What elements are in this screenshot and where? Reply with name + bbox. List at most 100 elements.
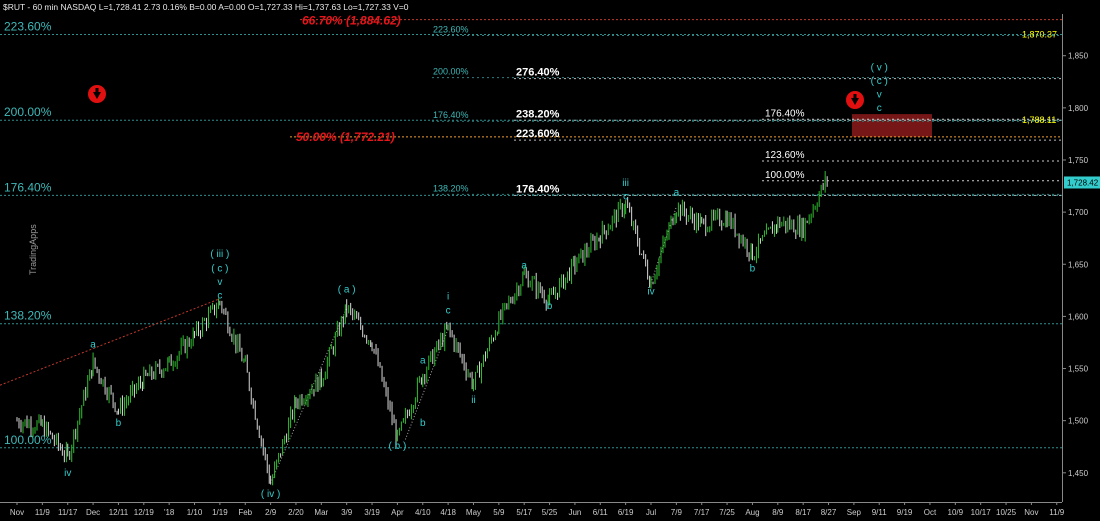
wave-label: ( c ) (211, 264, 228, 275)
fib-white-label: 223.60% (516, 128, 560, 140)
wave-label: ( v ) (871, 62, 888, 73)
fib-sub-label: 200.00% (433, 67, 469, 77)
fib-level-label: 176.40% (4, 180, 52, 194)
x-tick-label: 10/9 (948, 508, 964, 517)
fib-level-label: 100.00% (4, 433, 52, 447)
wave-label: b (750, 264, 756, 275)
wave-label: ( iii ) (210, 249, 229, 260)
fib-sub-label: 176.40% (433, 110, 469, 120)
price-tag: 1,870.37 (1022, 29, 1057, 39)
target-zone (852, 114, 932, 137)
x-tick-label: Sep (847, 508, 862, 517)
x-tick-label: 3/9 (341, 508, 353, 517)
target-zone-layer (852, 114, 932, 137)
fib-right-label: 100.00% (765, 170, 805, 181)
x-tick-label: Jul (646, 508, 656, 517)
chart-header: $RUT - 60 min NASDAQ L=1,728.41 2.73 0.1… (3, 2, 409, 12)
wave-label: ( b ) (389, 441, 407, 452)
wave-label: ( a ) (338, 284, 356, 295)
x-tick-label: 11/17 (58, 508, 78, 517)
fib-lines-layer (0, 19, 1062, 484)
wave-label: c (877, 103, 882, 114)
x-tick-label: Nov (1024, 508, 1038, 517)
wave-channel-line (270, 307, 348, 484)
annotations-layer: 66.70% (1,884.62) 50.00% (1,772.21) 223.60… (4, 14, 888, 500)
y-tick-label: 1,450 (1068, 469, 1089, 478)
fib-white-label: 176.40% (516, 183, 560, 195)
x-tick-label: 11/9 (35, 508, 51, 517)
x-tick-label: 10/17 (971, 508, 992, 517)
y-tick-label: 1,600 (1068, 312, 1089, 321)
wave-label: b (547, 301, 553, 312)
red-level-label: 66.70% (1,884.62) (302, 14, 401, 28)
x-tick-label: 2/20 (288, 508, 304, 517)
x-tick-label: 9/11 (872, 508, 888, 517)
price-tag: 1,788.11 (1022, 115, 1056, 125)
fib-right-label: 123.60% (765, 150, 805, 161)
wave-label: i (447, 292, 449, 303)
down-arrow-glyph (851, 94, 859, 105)
x-tick-label: 12/11 (109, 508, 129, 517)
x-tick-label: 3/19 (364, 508, 380, 517)
red-level-label: 50.00% (1,772.21) (296, 130, 395, 144)
x-tick-label: 2/9 (265, 508, 277, 517)
fib-white-label: 276.40% (516, 67, 560, 79)
y-tick-label: 1,700 (1068, 208, 1089, 217)
fib-white-label: 238.20% (516, 108, 560, 120)
x-tick-label: Jun (568, 508, 581, 517)
wave-label: c (217, 291, 222, 302)
wave-label: ( iv ) (261, 489, 280, 500)
axes-layer: 1,450 1,500 1,550 1,600 1,650 1,700 1,750 1,800… (0, 14, 1100, 517)
watermark: TradingApps (28, 224, 38, 275)
x-tick-label: May (466, 508, 481, 517)
y-tick-label: 1,650 (1068, 260, 1089, 269)
price-tag-box (1064, 176, 1100, 189)
wave-label: v (217, 277, 222, 288)
x-tick-label: 8/17 (795, 508, 811, 517)
price-tag-text: 1,728.42 (1067, 178, 1099, 187)
x-tick-label: 8/9 (772, 508, 784, 517)
wave-label: ( c ) (871, 76, 888, 87)
trend-line (0, 298, 221, 386)
wave-label: c (446, 305, 451, 316)
wave-label: a (521, 260, 527, 271)
x-tick-label: 5/17 (516, 508, 532, 517)
wave-label: iv (64, 468, 71, 479)
x-tick-label: 4/18 (440, 508, 456, 517)
down-arrow-icon (846, 91, 864, 109)
x-tick-label: 8/27 (821, 508, 837, 517)
fib-right-label: 176.40% (765, 108, 805, 119)
fib-sub-label: 223.60% (433, 24, 469, 34)
wave-label: b (116, 418, 122, 429)
x-tick-label: 6/11 (593, 508, 609, 517)
x-tick-label: 1/19 (212, 508, 228, 517)
fib-level-label: 223.60% (4, 19, 52, 33)
wave-label: a (674, 187, 680, 198)
wave-label: a (420, 355, 426, 366)
wave-label: c (623, 192, 628, 203)
y-tick-label: 1,500 (1068, 417, 1089, 426)
wave-label: iv (647, 286, 654, 297)
x-tick-label: '18 (164, 508, 175, 517)
x-tick-label: 10/25 (996, 508, 1017, 517)
y-tick-label: 1,850 (1068, 52, 1089, 61)
x-tick-label: 5/25 (542, 508, 558, 517)
x-tick-label: 7/17 (694, 508, 710, 517)
x-tick-label: Nov (10, 508, 24, 517)
y-tick-label: 1,550 (1068, 365, 1089, 374)
y-tick-label: 1,800 (1068, 104, 1089, 113)
wave-label: iii (622, 178, 629, 189)
x-tick-label: Aug (745, 508, 759, 517)
wave-label: v (877, 89, 882, 100)
fib-sub-label: 138.20% (433, 183, 469, 193)
x-tick-label: 7/25 (719, 508, 735, 517)
x-tick-label: Oct (924, 508, 937, 517)
x-tick-label: Mar (314, 508, 328, 517)
x-tick-label: Feb (238, 508, 252, 517)
wave-label: b (420, 418, 426, 429)
x-tick-label: 1/10 (187, 508, 203, 517)
x-tick-label: 7/9 (671, 508, 683, 517)
down-arrow-glyph (93, 88, 101, 99)
price-tag: 1,728.42 (1064, 176, 1100, 189)
